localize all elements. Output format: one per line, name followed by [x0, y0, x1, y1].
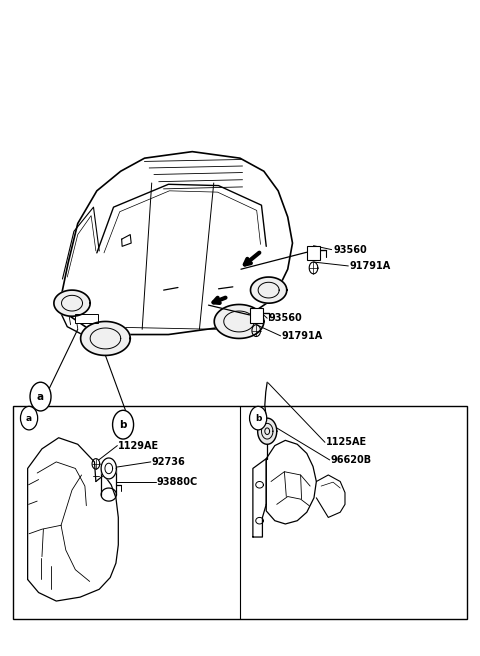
Text: b: b	[120, 420, 127, 430]
FancyBboxPatch shape	[75, 314, 98, 323]
Text: a: a	[26, 414, 32, 422]
Polygon shape	[251, 277, 287, 303]
Text: 1125AE: 1125AE	[326, 438, 367, 447]
Polygon shape	[54, 290, 90, 316]
Text: 93560: 93560	[269, 313, 302, 323]
Circle shape	[250, 406, 267, 430]
Polygon shape	[81, 321, 130, 356]
Circle shape	[113, 410, 133, 439]
Text: 93560: 93560	[333, 245, 367, 255]
Text: 92736: 92736	[152, 457, 185, 467]
FancyBboxPatch shape	[250, 308, 263, 323]
Text: 91791A: 91791A	[282, 331, 323, 341]
FancyBboxPatch shape	[13, 406, 467, 619]
Text: b: b	[255, 414, 261, 422]
Polygon shape	[214, 304, 264, 338]
Text: 1129AE: 1129AE	[118, 441, 159, 451]
Polygon shape	[101, 458, 116, 479]
Text: 96620B: 96620B	[331, 455, 372, 465]
Polygon shape	[258, 418, 277, 444]
Text: 93880C: 93880C	[156, 476, 198, 487]
FancyBboxPatch shape	[307, 246, 320, 260]
Circle shape	[21, 406, 37, 430]
Text: 91791A: 91791A	[350, 261, 391, 271]
Circle shape	[30, 382, 51, 411]
Text: a: a	[37, 392, 44, 401]
